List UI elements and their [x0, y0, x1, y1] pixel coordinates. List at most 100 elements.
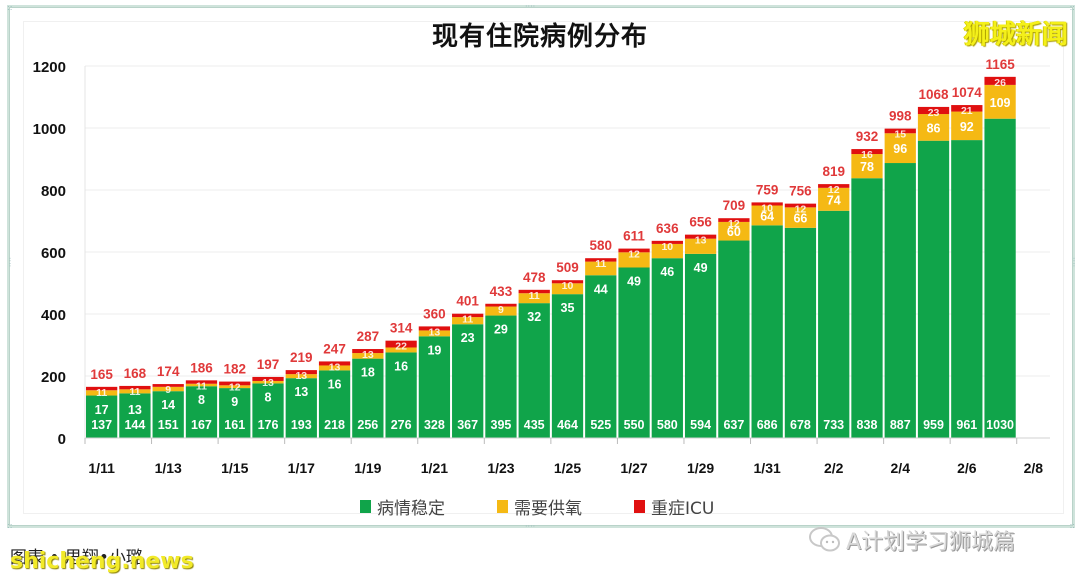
y-tick-label: 800 [41, 183, 66, 200]
bar-segment-icu [751, 202, 783, 206]
data-label-icu: 12 [795, 204, 807, 216]
data-label-oxygen: 13 [128, 403, 142, 417]
data-label-icu: 12 [728, 218, 740, 230]
resize-handle-right[interactable]: ···· [1069, 257, 1078, 268]
y-tick-label: 1000 [33, 121, 66, 138]
y-tick-label: 0 [58, 431, 66, 448]
bar-segment-oxygen [518, 293, 550, 304]
legend: 病情稳定 需要供氧 重症ICU [360, 494, 714, 519]
bar-segment-stable [452, 324, 484, 438]
site-watermark: shicheng.news [10, 549, 194, 574]
data-label-stable: 218 [324, 418, 345, 432]
bar-segment-oxygen [917, 114, 950, 141]
data-label-stable: 959 [923, 418, 944, 432]
brand-logo-text: 狮城新闻 [963, 20, 1068, 50]
bar-segment-icu [917, 106, 950, 115]
x-tick-label: 1/25 [554, 460, 581, 476]
bar-segment-stable [784, 227, 817, 438]
data-label-icu: 13 [329, 361, 341, 373]
bar-segment-icu [784, 203, 817, 208]
data-label-stable: 686 [757, 418, 778, 432]
resize-handle-bottom-right[interactable]: :: [1069, 521, 1075, 530]
data-label-oxygen: 29 [494, 323, 508, 337]
bar-segment-stable [385, 352, 417, 438]
data-label-icu: 26 [994, 77, 1006, 89]
data-label-stable: 161 [224, 418, 245, 432]
x-tick-label: 1/23 [487, 460, 514, 476]
resize-handle-top[interactable]: ···· [525, 2, 536, 11]
figure-caption: 图表 • 思翔•小璐 [10, 548, 143, 568]
resize-handle-bottom-left[interactable]: :: [7, 521, 13, 530]
data-label-total: 580 [590, 238, 613, 253]
x-tick-label: 1/11 [88, 460, 115, 476]
bar-segment-oxygen [285, 374, 317, 379]
data-label-stable: 435 [524, 418, 545, 432]
bar-segment-stable [551, 294, 584, 438]
data-label-icu: 16 [861, 149, 873, 161]
data-label-stable: 328 [424, 418, 445, 432]
bar-segment-oxygen [551, 283, 584, 295]
legend-label-stable: 病情稳定 [377, 499, 445, 519]
bar-segment-oxygen [352, 353, 384, 359]
data-label-icu: 11 [462, 314, 473, 326]
bar-segment-oxygen [119, 389, 151, 394]
bar-segment-oxygen [618, 252, 650, 268]
wechat-watermark: A计划学习狮城篇 [808, 524, 1015, 556]
data-label-total: 611 [623, 229, 645, 244]
data-label-icu: 21 [961, 105, 973, 117]
bar-segment-stable [219, 388, 251, 438]
data-label-stable: 1030 [986, 418, 1014, 432]
data-label-stable: 276 [391, 418, 412, 432]
data-label-oxygen: 18 [361, 366, 375, 380]
x-tick-label: 1/17 [288, 460, 315, 476]
bar-segment-stable [119, 393, 151, 438]
bar-segment-icu [119, 385, 151, 390]
data-label-oxygen: 23 [461, 331, 475, 345]
x-tick-label: 1/21 [421, 460, 448, 476]
data-label-total: 433 [490, 284, 513, 299]
bar-segment-icu [152, 384, 184, 387]
legend-item-stable: 病情稳定 [360, 494, 445, 519]
bar-segment-oxygen [851, 154, 883, 179]
bar-segment-stable [818, 210, 850, 438]
data-label-total: 932 [856, 129, 879, 144]
bar-segment-icu [185, 380, 218, 384]
data-label-total: 360 [423, 306, 446, 321]
bar-segment-icu [618, 248, 650, 253]
bar-segment-icu [86, 386, 118, 391]
data-label-oxygen: 16 [394, 359, 408, 373]
bar-segment-stable [86, 395, 118, 438]
x-tick-label: 1/31 [754, 460, 781, 476]
data-label-total: 819 [822, 164, 845, 179]
data-label-oxygen: 16 [328, 377, 342, 391]
bar-segment-oxygen [418, 330, 451, 337]
bar-segment-stable [285, 378, 317, 438]
bar-segment-oxygen [751, 205, 783, 226]
data-label-total: 759 [756, 182, 779, 197]
data-label-icu: 13 [295, 370, 307, 382]
resize-handle-bottom[interactable]: ···· [525, 522, 536, 531]
data-label-total: 656 [689, 215, 712, 230]
bar-segment-oxygen [318, 365, 351, 371]
resize-handle-top-left[interactable]: :: [7, 3, 13, 12]
data-label-total: 186 [190, 360, 213, 375]
data-label-icu: 10 [562, 280, 574, 292]
data-label-stable: 550 [624, 418, 645, 432]
data-label-icu: 22 [395, 341, 407, 353]
bar-segment-icu [884, 128, 916, 134]
resize-handle-top-right[interactable]: :: [1069, 3, 1075, 12]
legend-item-oxygen: 需要供氧 [497, 494, 582, 519]
data-label-total: 1074 [952, 85, 983, 100]
bar-segment-icu [585, 258, 617, 262]
data-label-stable: 733 [823, 418, 844, 432]
bar-segment-stable [751, 225, 783, 438]
data-label-oxygen: 14 [161, 398, 175, 412]
data-label-icu: 15 [894, 129, 906, 141]
resize-handle-left[interactable]: ···· [5, 257, 14, 268]
bar-segment-stable [684, 253, 717, 438]
bar-segment-icu [651, 240, 683, 244]
bar-segment-oxygen [884, 133, 916, 164]
data-label-total: 182 [223, 362, 246, 377]
data-label-stable: 193 [291, 418, 312, 432]
legend-label-icu: 重症ICU [651, 499, 715, 519]
